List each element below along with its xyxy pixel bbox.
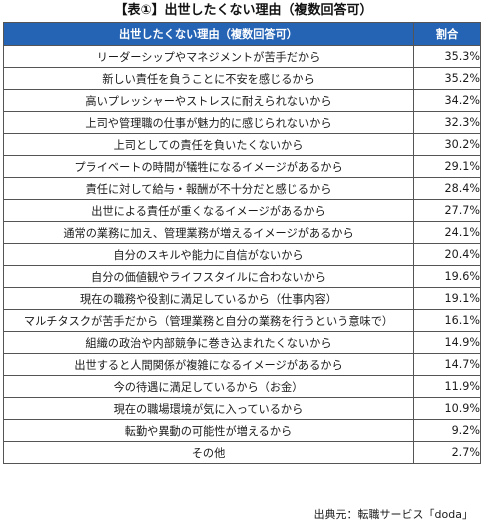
ratio-cell: 28.4% (413, 177, 481, 200)
ratio-cell: 35.3% (413, 45, 481, 68)
reason-cell: 出世すると人間関係が複雑になるイメージがあるから (3, 353, 414, 376)
table-header: 出世したくない理由（複数回答可） 割合 (3, 22, 481, 46)
reason-cell: 現在の職場環境が気に入っているから (3, 397, 414, 420)
table-row: その他 2.7% (3, 441, 481, 464)
results-table: 出世したくない理由（複数回答可） 割合 リーダーシップやマネジメントが苦手だから… (3, 22, 481, 464)
ratio-cell: 2.7% (413, 441, 481, 464)
source-credit: 出典元：転職サービス「doda」 (313, 508, 473, 521)
table-row: 責任に対して給与・報酬が不十分だと感じるから 28.4% (3, 177, 481, 200)
reason-cell: 自分の価値観やライフスタイルに合わないから (3, 265, 414, 288)
table-row: 出世による責任が重くなるイメージがあるから 27.7% (3, 199, 481, 222)
reason-cell: その他 (3, 441, 414, 464)
table-row: 上司としての責任を負いたくないから 30.2% (3, 133, 481, 156)
ratio-cell: 10.9% (413, 397, 481, 420)
table-body: リーダーシップやマネジメントが苦手だから 35.3% 新しい責任を負うことに不安を感… (3, 45, 481, 464)
reason-cell: 自分のスキルや能力に自信がないから (3, 243, 414, 266)
ratio-cell: 24.1% (413, 221, 481, 244)
reason-cell: 出世による責任が重くなるイメージがあるから (3, 199, 414, 222)
reason-cell: リーダーシップやマネジメントが苦手だから (3, 45, 414, 68)
reason-cell: 新しい責任を負うことに不安を感じるから (3, 67, 414, 90)
table-row: 通常の業務に加え、管理業務が増えるイメージがあるから 24.1% (3, 221, 481, 244)
ratio-cell: 19.6% (413, 265, 481, 288)
reason-cell: 上司や管理職の仕事が魅力的に感じられないから (3, 111, 414, 134)
table-row: 自分の価値観やライフスタイルに合わないから 19.6% (3, 265, 481, 288)
ratio-cell: 29.1% (413, 155, 481, 178)
reason-cell: 組織の政治や内部競争に巻き込まれたくないから (3, 331, 414, 354)
table-row: 組織の政治や内部競争に巻き込まれたくないから 14.9% (3, 331, 481, 354)
reason-cell: 高いプレッシャーやストレスに耐えられないから (3, 89, 414, 112)
reason-cell: 転勤や異動の可能性が増えるから (3, 419, 414, 442)
header-reason: 出世したくない理由（複数回答可） (3, 22, 414, 46)
ratio-cell: 32.3% (413, 111, 481, 134)
table-row: 新しい責任を負うことに不安を感じるから 35.2% (3, 67, 481, 90)
reason-cell: 現在の職務や役割に満足しているから（仕事内容） (3, 287, 414, 310)
ratio-cell: 35.2% (413, 67, 481, 90)
ratio-cell: 27.7% (413, 199, 481, 222)
ratio-cell: 16.1% (413, 309, 481, 332)
table-row: 転勤や異動の可能性が増えるから 9.2% (3, 419, 481, 442)
reason-cell: 責任に対して給与・報酬が不十分だと感じるから (3, 177, 414, 200)
reason-cell: 上司としての責任を負いたくないから (3, 133, 414, 156)
ratio-cell: 11.9% (413, 375, 481, 398)
table-row: 出世すると人間関係が複雑になるイメージがあるから 14.7% (3, 353, 481, 376)
table-row: プライベートの時間が犠牲になるイメージがあるから 29.1% (3, 155, 481, 178)
ratio-cell: 19.1% (413, 287, 481, 310)
ratio-cell: 9.2% (413, 419, 481, 442)
table-row: 自分のスキルや能力に自信がないから 20.4% (3, 243, 481, 266)
ratio-cell: 14.7% (413, 353, 481, 376)
ratio-cell: 14.9% (413, 331, 481, 354)
reason-cell: 通常の業務に加え、管理業務が増えるイメージがあるから (3, 221, 414, 244)
ratio-cell: 34.2% (413, 89, 481, 112)
reason-cell: 今の待遇に満足しているから（お金） (3, 375, 414, 398)
table-row: 現在の職場環境が気に入っているから 10.9% (3, 397, 481, 420)
ratio-cell: 20.4% (413, 243, 481, 266)
ratio-cell: 30.2% (413, 133, 481, 156)
reason-cell: プライベートの時間が犠牲になるイメージがあるから (3, 155, 414, 178)
reason-cell: マルチタスクが苦手だから（管理業務と自分の業務を行うという意味で） (3, 309, 414, 332)
header-ratio: 割合 (413, 22, 481, 46)
table-title: 【表①】出世したくない理由（複数回答可） (114, 3, 373, 18)
header-row: 出世したくない理由（複数回答可） 割合 (3, 22, 481, 46)
table-row: 今の待遇に満足しているから（お金） 11.9% (3, 375, 481, 398)
table-row: 現在の職務や役割に満足しているから（仕事内容） 19.1% (3, 287, 481, 310)
table-row: マルチタスクが苦手だから（管理業務と自分の業務を行うという意味で） 16.1% (3, 309, 481, 332)
table-row: 高いプレッシャーやストレスに耐えられないから 34.2% (3, 89, 481, 112)
table-row: リーダーシップやマネジメントが苦手だから 35.3% (3, 45, 481, 68)
table-row: 上司や管理職の仕事が魅力的に感じられないから 32.3% (3, 111, 481, 134)
